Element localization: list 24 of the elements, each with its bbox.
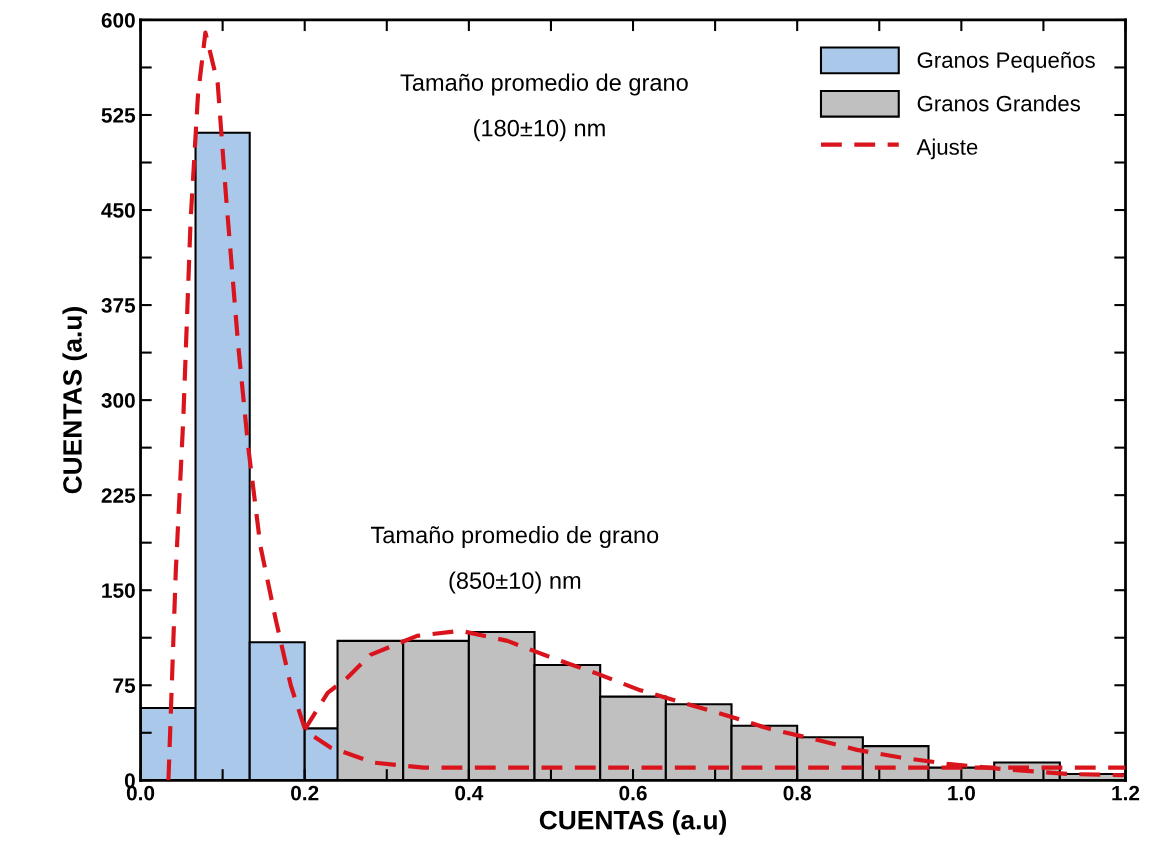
y-tick-label: 450: [101, 203, 135, 218]
y-tick-label: 300: [101, 393, 135, 408]
line-series: [166, 30, 1126, 781]
legend-label: Granos Pequeños: [917, 51, 1095, 73]
annotation: (180±10) nm: [474, 119, 605, 142]
annotation: Tamaño promedio de grano: [371, 525, 659, 548]
x-tick-label: 1.2: [1112, 785, 1140, 801]
annotation: Tamaño promedio de grano: [400, 73, 688, 96]
legend-label: Granos Grandes: [917, 95, 1081, 112]
x-tick-label: 1.0: [948, 785, 975, 801]
y-tick-label: 150: [102, 583, 135, 598]
x-axis-title: CUENTAS (a.u): [539, 810, 727, 835]
y-tick-label: 75: [113, 678, 136, 694]
y-tick-label: 375: [101, 298, 136, 313]
x-tick-label: 0.8: [783, 785, 812, 801]
annotation: (850±10) nm: [449, 571, 581, 594]
x-tick-label: 0.6: [619, 785, 647, 801]
y-tick-label: 525: [101, 107, 136, 123]
y-tick-label: 600: [101, 12, 135, 28]
legend-label: Ajuste: [916, 138, 978, 160]
x-tick-label: 0.4: [455, 785, 484, 801]
x-tick-label: 0.2: [291, 785, 319, 801]
y-axis-title: CUENTAS (a.u): [62, 307, 88, 494]
y-tick-label: 225: [101, 488, 136, 503]
